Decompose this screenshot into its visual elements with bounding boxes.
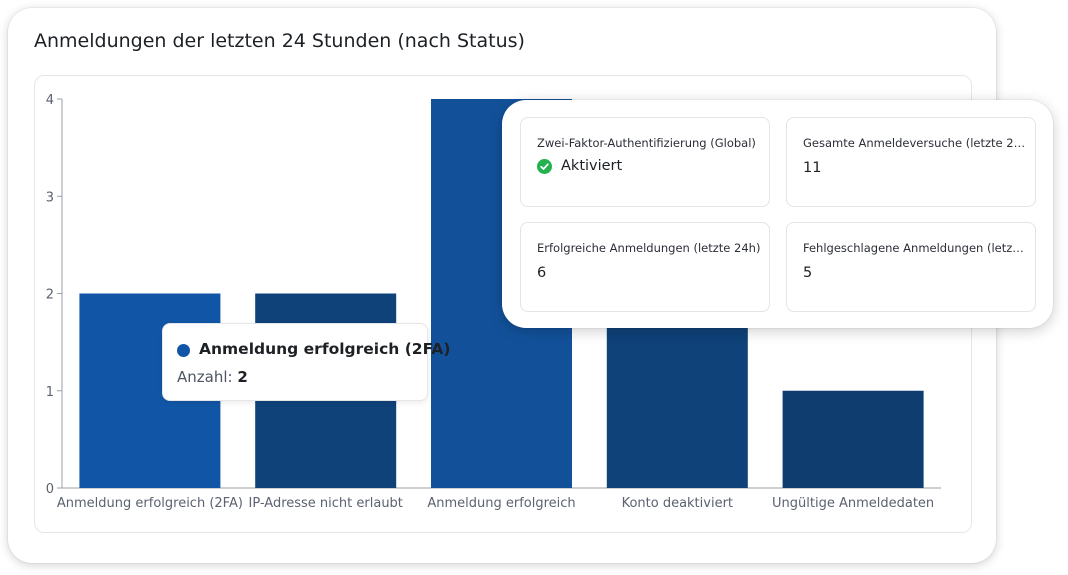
bar[interactable] xyxy=(782,390,924,488)
stat-card-total: Gesamte Anmeldeversuche (letzte 24h) 11 xyxy=(786,117,1036,207)
stat-value: 11 xyxy=(803,160,822,176)
stat-card-success: Erfolgreiche Anmeldungen (letzte 24h) 6 xyxy=(520,222,770,312)
y-tick-label: 2 xyxy=(46,288,54,303)
y-tick-label: 4 xyxy=(46,93,54,108)
x-tick-label: Konto deaktiviert xyxy=(622,496,733,511)
y-tick-label: 0 xyxy=(46,482,54,497)
tooltip-count: Anzahl: 2 xyxy=(177,368,248,386)
stat-label: Erfolgreiche Anmeldungen (letzte 24h) xyxy=(537,241,761,255)
status-row: Aktiviert xyxy=(537,158,622,174)
x-tick-label: IP-Adresse nicht erlaubt xyxy=(248,496,402,511)
check-circle-icon xyxy=(537,158,552,174)
tooltip-count-value: 2 xyxy=(237,368,248,386)
y-tick-label: 3 xyxy=(46,190,54,205)
x-tick-label: Anmeldung erfolgreich (2FA) xyxy=(57,496,243,511)
stat-label: Fehlgeschlagene Anmeldungen (letzte 24h) xyxy=(803,241,1027,255)
chart-tooltip: Anmeldung erfolgreich (2FA) Anzahl: 2 xyxy=(162,323,450,401)
stat-value: 6 xyxy=(537,265,547,281)
stat-value: Aktiviert xyxy=(561,158,623,174)
stats-panel: Zwei-Faktor-Authentifizierung (Global) A… xyxy=(502,100,1053,328)
stat-label: Zwei-Faktor-Authentifizierung (Global) xyxy=(537,136,756,150)
x-tick-label: Ungültige Anmeldedaten xyxy=(772,496,934,511)
stat-card-two-factor: Zwei-Faktor-Authentifizierung (Global) A… xyxy=(520,117,770,207)
stat-label: Gesamte Anmeldeversuche (letzte 24h) xyxy=(803,136,1027,150)
stat-value: 5 xyxy=(803,265,813,281)
y-tick-label: 1 xyxy=(46,385,54,400)
tooltip-title: Anmeldung erfolgreich (2FA) xyxy=(199,340,451,358)
card-title: Anmeldungen der letzten 24 Stunden (nach… xyxy=(34,30,525,52)
x-tick-label: Anmeldung erfolgreich xyxy=(427,496,575,511)
tooltip-count-label: Anzahl: xyxy=(177,368,233,386)
stat-card-failed: Fehlgeschlagene Anmeldungen (letzte 24h)… xyxy=(786,222,1036,312)
series-color-dot xyxy=(177,344,190,357)
